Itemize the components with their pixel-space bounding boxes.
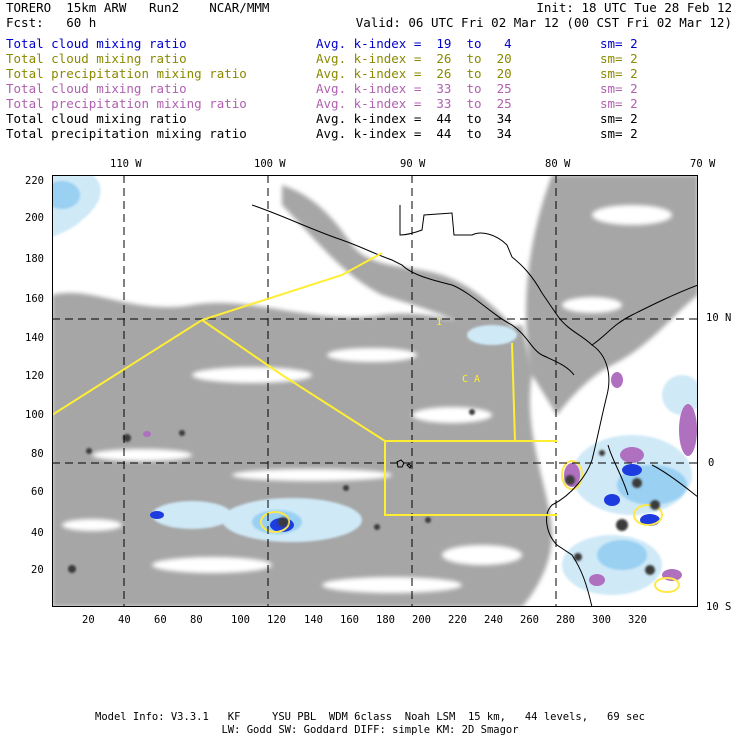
legend-label: Total cloud mixing ratio bbox=[6, 81, 187, 96]
legend-label: Total cloud mixing ratio bbox=[6, 111, 187, 126]
grid-y-label: 120 bbox=[25, 370, 44, 382]
lat-label: 10 S bbox=[706, 601, 732, 613]
grid-x-label: 140 bbox=[304, 614, 323, 626]
legend-kindex: Avg. k-index = 44 to 34 bbox=[316, 126, 512, 141]
legend-sm: sm= 2 bbox=[600, 96, 638, 111]
legend-sm: sm= 2 bbox=[600, 81, 638, 96]
legend-label: Total cloud mixing ratio bbox=[6, 51, 187, 66]
legend-kindex: Avg. k-index = 33 to 25 bbox=[316, 96, 512, 111]
lon-label: 80 W bbox=[545, 158, 571, 170]
legend-sm: sm= 2 bbox=[600, 36, 638, 51]
legend-kindex: Avg. k-index = 33 to 25 bbox=[316, 81, 512, 96]
grid-y-label: 100 bbox=[25, 409, 44, 421]
model-info: Model Info: V3.3.1 KF YSU PBL WDM 6class… bbox=[95, 711, 645, 723]
grid-x-label: 120 bbox=[267, 614, 286, 626]
precip-yellow bbox=[260, 460, 680, 593]
lon-label: 100 W bbox=[254, 158, 286, 170]
legend-label: Total precipitation mixing ratio bbox=[6, 66, 247, 81]
coastlines bbox=[251, 204, 698, 607]
valid-time: Valid: 06 UTC Fri 02 Mar 12 (00 CST Fri … bbox=[355, 15, 732, 30]
legend-sm: sm= 2 bbox=[600, 51, 638, 66]
grid-x-label: 40 bbox=[118, 614, 131, 626]
legend-label: Total cloud mixing ratio bbox=[6, 36, 187, 51]
grid-x-label: 180 bbox=[376, 614, 395, 626]
legend-sm: sm= 2 bbox=[600, 111, 638, 126]
init-time: Init: 18 UTC Tue 28 Feb 12 bbox=[536, 0, 732, 15]
legend-sm: sm= 2 bbox=[600, 126, 638, 141]
grid-x-label: 160 bbox=[340, 614, 359, 626]
grid-y-label: 160 bbox=[25, 293, 44, 305]
grid-y-label: 80 bbox=[31, 448, 44, 460]
legend-kindex: Avg. k-index = 26 to 20 bbox=[316, 51, 512, 66]
legend-label: Total precipitation mixing ratio bbox=[6, 96, 247, 111]
grid-x-label: 60 bbox=[154, 614, 167, 626]
grid-x-label: 80 bbox=[190, 614, 203, 626]
grid-x-label: 280 bbox=[556, 614, 575, 626]
forecast-map: 1 C A bbox=[52, 175, 698, 607]
grid-x-label: 240 bbox=[484, 614, 503, 626]
cloud-core-dark bbox=[68, 409, 660, 575]
region-boundaries bbox=[52, 252, 557, 516]
lon-label: 90 W bbox=[400, 158, 426, 170]
grid-y-label: 200 bbox=[25, 212, 44, 224]
grid-x-label: 300 bbox=[592, 614, 611, 626]
legend-kindex: Avg. k-index = 44 to 34 bbox=[316, 111, 512, 126]
grid-y-label: 180 bbox=[25, 253, 44, 265]
grid-y-label: 60 bbox=[31, 486, 44, 498]
precip-purple bbox=[143, 372, 697, 586]
lon-label: 110 W bbox=[110, 158, 142, 170]
grid-y-label: 40 bbox=[31, 527, 44, 539]
cloud-cover-gray bbox=[52, 175, 698, 607]
grid-y-label: 140 bbox=[25, 332, 44, 344]
region-label: C A bbox=[462, 374, 480, 385]
physics-info: LW: Godd SW: Goddard DIFF: simple KM: 2D… bbox=[221, 724, 519, 736]
legend-kindex: Avg. k-index = 19 to 4 bbox=[316, 36, 512, 51]
grid-y-label: 20 bbox=[31, 564, 44, 576]
legend-kindex: Avg. k-index = 26 to 20 bbox=[316, 66, 512, 81]
grid-y-label: 220 bbox=[25, 175, 44, 187]
grid-x-label: 20 bbox=[82, 614, 95, 626]
lat-label: 10 N bbox=[706, 312, 732, 324]
model-title: TORERO 15km ARW Run2 NCAR/MMM bbox=[6, 0, 270, 15]
region-label: 1 bbox=[436, 317, 442, 328]
grid-x-label: 200 bbox=[412, 614, 431, 626]
map-frame bbox=[52, 175, 698, 607]
lat-label: 0 bbox=[708, 457, 715, 469]
grid-x-label: 320 bbox=[628, 614, 647, 626]
forecast-hour: Fcst: 60 h bbox=[6, 15, 97, 30]
grid-x-label: 260 bbox=[520, 614, 539, 626]
legend-label: Total precipitation mixing ratio bbox=[6, 126, 247, 141]
grid-x-label: 100 bbox=[231, 614, 250, 626]
lon-label: 70 W bbox=[690, 158, 716, 170]
legend-sm: sm= 2 bbox=[600, 66, 638, 81]
cloud-gaps bbox=[62, 205, 672, 593]
grid-x-label: 220 bbox=[448, 614, 467, 626]
lat-lon-grid bbox=[52, 175, 698, 607]
